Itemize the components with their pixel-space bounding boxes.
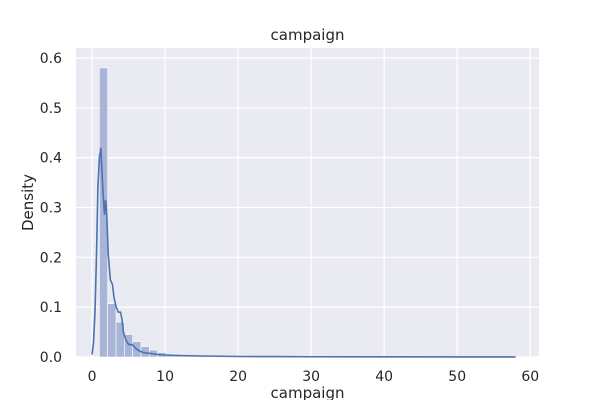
x-tick-label: 60 xyxy=(521,369,539,385)
x-axis-label: campaign xyxy=(271,384,345,400)
histogram-bar xyxy=(107,303,117,358)
y-tick-label: 0.4 xyxy=(40,151,62,167)
plot-background xyxy=(76,48,539,357)
y-axis-label: Density xyxy=(19,174,37,231)
y-tick-label: 0.0 xyxy=(40,350,62,366)
y-tick-label: 0.6 xyxy=(40,51,62,67)
x-tick-label: 20 xyxy=(229,369,247,385)
x-tick-label: 0 xyxy=(88,369,97,385)
y-tick-label: 0.5 xyxy=(40,101,62,117)
y-tick-label: 0.2 xyxy=(40,250,62,266)
x-tick-label: 50 xyxy=(448,369,466,385)
x-tick-label: 40 xyxy=(375,369,393,385)
grid-lines xyxy=(76,48,539,358)
y-tick-label: 0.3 xyxy=(40,200,62,216)
kde-line xyxy=(91,147,516,358)
axis-ticks: 0 10 20 30 40 50 60 0.0 0.1 0.2 0.3 0.4 0.5 0.6 xyxy=(40,51,539,385)
chart-title: campaign xyxy=(271,26,345,44)
y-tick-label: 0.1 xyxy=(40,300,62,316)
x-tick-label: 10 xyxy=(156,369,174,385)
x-tick-label: 30 xyxy=(302,369,320,385)
